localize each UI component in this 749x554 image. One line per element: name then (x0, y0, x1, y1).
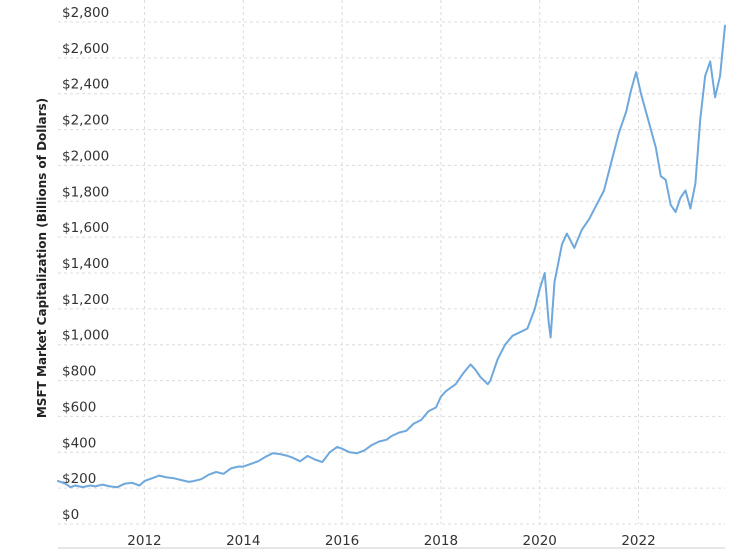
y-tick-label: $2,000 (62, 148, 109, 164)
x-tick-label: 2020 (523, 533, 557, 549)
y-tick-label: $1,400 (62, 256, 109, 272)
y-tick-label: $1,800 (62, 184, 109, 200)
y-tick-label: $1,200 (62, 292, 109, 308)
y-tick-label: $2,400 (62, 77, 109, 93)
x-tick-label: 2016 (325, 533, 359, 549)
y-tick-label: $800 (62, 364, 96, 380)
x-tick-label: 2012 (127, 533, 161, 549)
x-tick-label: 2022 (621, 533, 655, 549)
x-tick-label: 2014 (226, 533, 260, 549)
y-axis-ticks: $0 $200 $400 $600 $800 $1,000 $1,200 $1,400 $1,6… (62, 5, 109, 523)
y-tick-label: $600 (62, 399, 96, 415)
y-tick-label: $2,800 (62, 5, 109, 21)
y-tick-label: $1,000 (62, 328, 109, 344)
y-tick-label: $200 (62, 471, 96, 487)
x-axis-ticks: 2012 2014 2016 2018 2020 2022 (127, 533, 655, 549)
y-axis-label: MSFT Market Capitalization (Billions of … (35, 98, 49, 418)
series-layer (57, 24, 726, 489)
grid-lines (58, 0, 725, 525)
y-tick-label: $0 (62, 507, 79, 523)
y-tick-label: $2,200 (62, 113, 109, 129)
y-tick-label: $1,600 (62, 220, 109, 236)
x-tick-label: 2018 (424, 533, 458, 549)
y-tick-label: $400 (62, 435, 96, 451)
y-tick-label: $2,600 (62, 41, 109, 57)
series-line-market-cap (57, 24, 726, 489)
